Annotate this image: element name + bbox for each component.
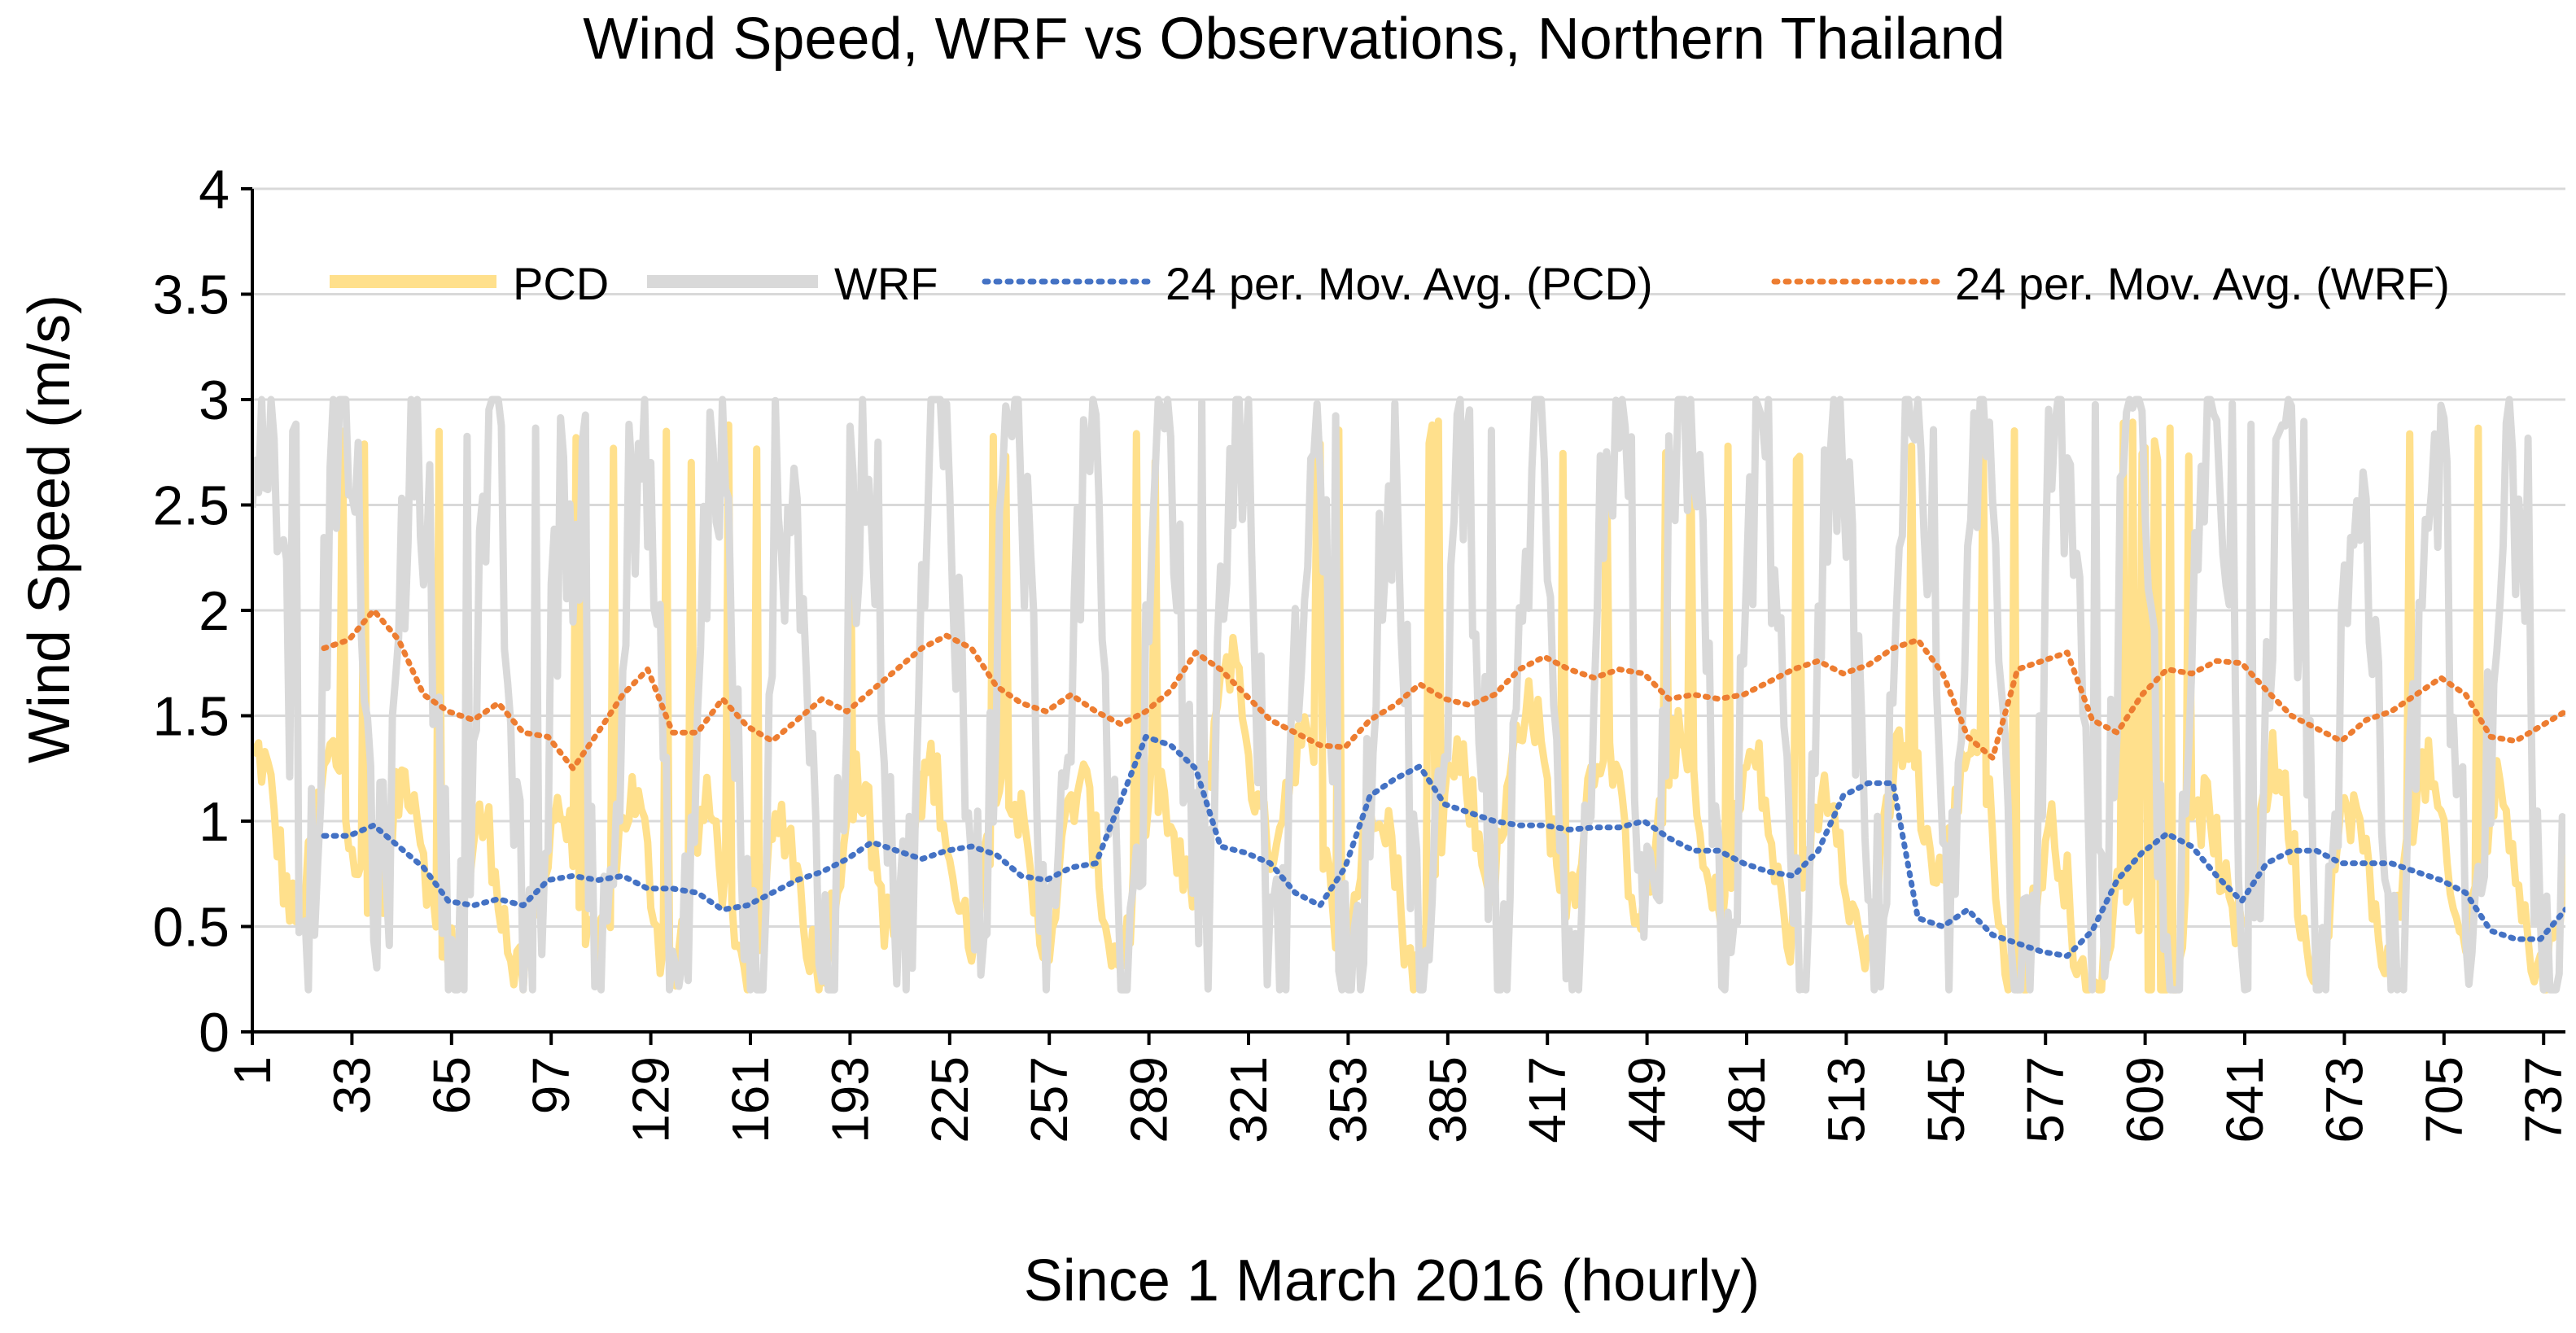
y-axis-title: Wind Speed (m/s) <box>17 295 82 763</box>
x-tick-label: 97 <box>522 1056 580 1114</box>
y-tick-label: 4 <box>199 159 230 221</box>
y-tick-label: 3 <box>199 369 230 431</box>
legend-label-ma-pcd: 24 per. Mov. Avg. (PCD) <box>1166 258 1653 309</box>
x-axis-title: Since 1 March 2016 (hourly) <box>1024 1248 1760 1313</box>
y-tick-label: 2.5 <box>152 475 230 537</box>
x-tick-label: 193 <box>820 1056 879 1143</box>
legend-label-ma-wrf: 24 per. Mov. Avg. (WRF) <box>1955 258 2450 309</box>
x-tick-label: 673 <box>2315 1056 2373 1143</box>
y-tick-label: 0 <box>199 1002 230 1064</box>
x-tick-label: 449 <box>1618 1056 1677 1143</box>
y-tick-label: 0.5 <box>152 897 230 959</box>
y-tick-label: 3.5 <box>152 264 230 326</box>
x-tick-label: 481 <box>1717 1056 1776 1143</box>
x-tick-label: 737 <box>2514 1056 2573 1143</box>
x-tick-label: 545 <box>1917 1056 1975 1143</box>
x-tick-label: 321 <box>1219 1056 1278 1143</box>
y-tick-label: 1.5 <box>152 686 230 748</box>
x-tick-label: 385 <box>1419 1056 1477 1143</box>
series-line-ma-pcd <box>321 733 2565 959</box>
x-tick-label: 1 <box>223 1056 282 1086</box>
x-tick-label: 289 <box>1120 1056 1179 1143</box>
series-layer <box>252 396 2565 994</box>
x-axis-ticks: 1 33 65 97 129 161 193 225 257 289 321 353 385 417 449… <box>223 1032 2573 1143</box>
x-tick-label: 641 <box>2215 1056 2274 1143</box>
x-tick-label: 417 <box>1518 1056 1577 1143</box>
x-tick-label: 513 <box>1817 1056 1875 1143</box>
x-tick-label: 257 <box>1020 1056 1078 1143</box>
x-tick-label: 705 <box>2415 1056 2473 1143</box>
x-tick-label: 65 <box>422 1056 481 1114</box>
y-tick-label: 1 <box>199 791 230 853</box>
x-tick-label: 225 <box>921 1056 979 1143</box>
x-tick-label: 577 <box>2016 1056 2075 1143</box>
series-line-wrf <box>252 396 2565 994</box>
chart-title: Wind Speed, WRF vs Observations, Norther… <box>583 7 2005 72</box>
legend-label-wrf: WRF <box>834 258 938 309</box>
x-tick-label: 353 <box>1319 1056 1377 1143</box>
x-tick-label: 129 <box>622 1056 680 1143</box>
series-line-ma-wrf <box>321 607 2565 771</box>
y-tick-label: 2 <box>199 580 230 642</box>
y-axis-ticks: 0 0.5 1 1.5 2 2.5 3 3.5 4 <box>152 159 252 1064</box>
x-tick-label: 609 <box>2116 1056 2175 1143</box>
legend-label-pcd: PCD <box>513 258 609 309</box>
x-tick-label: 33 <box>322 1056 381 1114</box>
legend: PCD WRF 24 per. Mov. Avg. (PCD) 24 per. … <box>330 258 2450 309</box>
x-tick-label: 161 <box>721 1056 780 1143</box>
